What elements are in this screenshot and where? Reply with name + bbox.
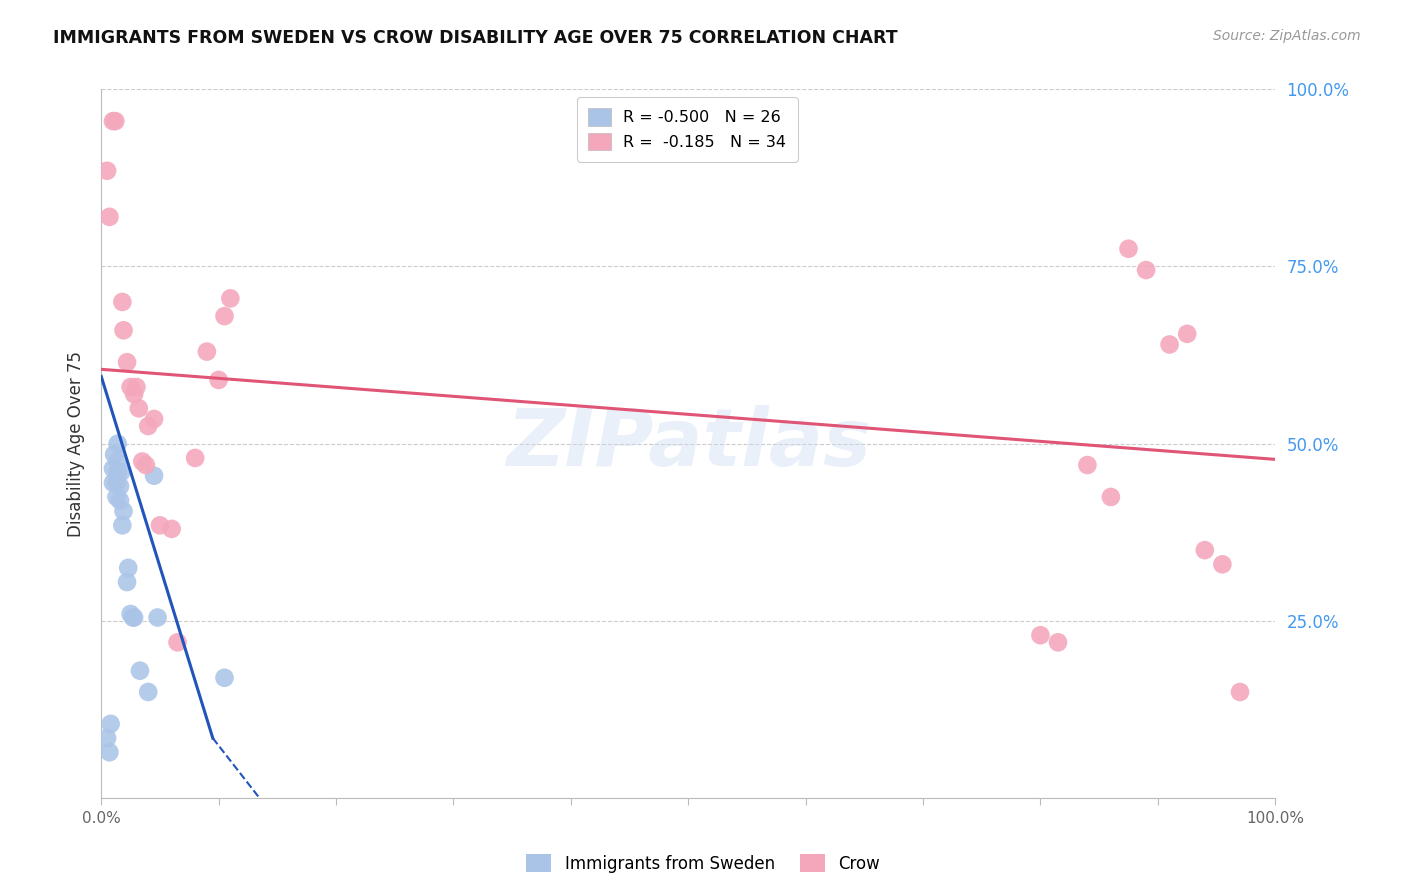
Point bbox=[135, 458, 157, 472]
Point bbox=[1175, 326, 1198, 341]
Point bbox=[214, 309, 236, 323]
Point bbox=[128, 401, 150, 416]
Point bbox=[125, 380, 148, 394]
Point bbox=[214, 671, 236, 685]
Point bbox=[120, 607, 142, 621]
Point bbox=[1194, 543, 1216, 558]
Point bbox=[219, 292, 242, 306]
Point bbox=[108, 479, 131, 493]
Point bbox=[122, 610, 145, 624]
Point bbox=[122, 610, 145, 624]
Point bbox=[101, 461, 124, 475]
Point bbox=[160, 522, 183, 536]
Point bbox=[111, 294, 134, 310]
Point bbox=[208, 373, 231, 387]
Point bbox=[1076, 458, 1098, 472]
Point bbox=[110, 465, 132, 479]
Point bbox=[104, 114, 127, 128]
Point bbox=[112, 323, 135, 337]
Point bbox=[108, 493, 131, 508]
Point bbox=[107, 436, 129, 450]
Point bbox=[101, 475, 124, 490]
Point bbox=[115, 575, 138, 590]
Point bbox=[1029, 628, 1052, 642]
Point bbox=[98, 745, 121, 759]
Point bbox=[184, 450, 207, 465]
Text: ZIPatlas: ZIPatlas bbox=[506, 405, 870, 483]
Legend: R = -0.500   N = 26, R =  -0.185   N = 34: R = -0.500 N = 26, R = -0.185 N = 34 bbox=[576, 97, 797, 161]
Text: Source: ZipAtlas.com: Source: ZipAtlas.com bbox=[1213, 29, 1361, 43]
Point bbox=[96, 163, 118, 178]
Point bbox=[96, 731, 118, 745]
Point bbox=[122, 387, 145, 401]
Point bbox=[120, 380, 142, 394]
Point bbox=[117, 561, 139, 575]
Text: IMMIGRANTS FROM SWEDEN VS CROW DISABILITY AGE OVER 75 CORRELATION CHART: IMMIGRANTS FROM SWEDEN VS CROW DISABILIT… bbox=[53, 29, 898, 46]
Point bbox=[1135, 263, 1157, 277]
Point bbox=[129, 664, 152, 678]
Point bbox=[111, 518, 134, 533]
Point bbox=[98, 210, 121, 224]
Point bbox=[107, 454, 129, 468]
Point bbox=[195, 344, 218, 359]
Point bbox=[101, 114, 124, 128]
Point bbox=[112, 504, 135, 518]
Point bbox=[1099, 490, 1122, 504]
Point bbox=[136, 685, 159, 699]
Point bbox=[105, 490, 128, 504]
Y-axis label: Disability Age Over 75: Disability Age Over 75 bbox=[66, 351, 84, 537]
Point bbox=[115, 355, 138, 369]
Point bbox=[1047, 635, 1070, 649]
Legend: Immigrants from Sweden, Crow: Immigrants from Sweden, Crow bbox=[520, 847, 886, 880]
Point bbox=[1159, 337, 1181, 351]
Point bbox=[149, 518, 172, 533]
Point bbox=[103, 447, 125, 461]
Point bbox=[166, 635, 188, 649]
Point bbox=[1229, 685, 1251, 699]
Point bbox=[105, 475, 128, 490]
Point bbox=[146, 610, 169, 624]
Point bbox=[136, 419, 159, 434]
Point bbox=[107, 465, 129, 479]
Point bbox=[1118, 242, 1140, 256]
Point bbox=[1211, 558, 1233, 572]
Point bbox=[143, 412, 166, 426]
Point bbox=[131, 454, 153, 468]
Point bbox=[143, 468, 166, 483]
Point bbox=[100, 717, 122, 731]
